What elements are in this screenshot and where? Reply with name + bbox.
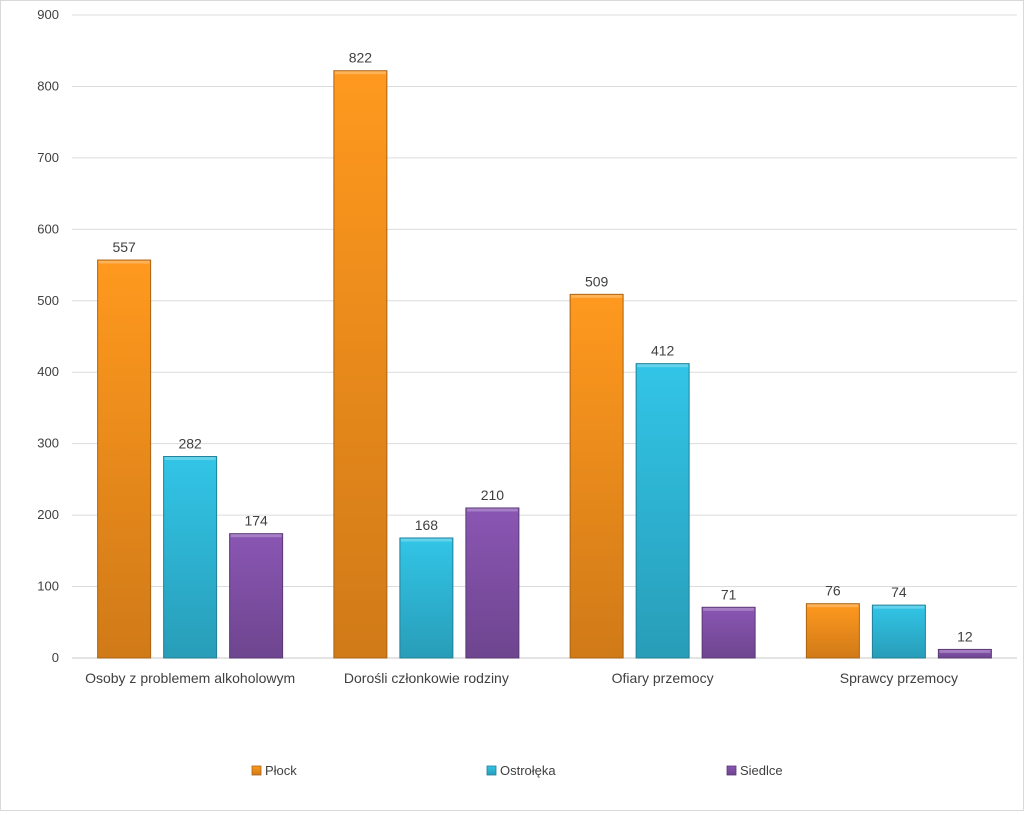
legend-label: Siedlce [740,763,783,778]
data-label: 174 [244,513,268,529]
y-tick-label: 100 [37,579,59,594]
bar [163,456,218,659]
data-label: 282 [178,436,202,452]
y-tick-label: 500 [37,293,59,308]
data-label: 412 [651,343,675,359]
legend-label: Ostrołęka [500,763,556,778]
category-label: Sprawcy przemocy [840,670,958,686]
y-tick-label: 400 [37,364,59,379]
bars [97,70,992,659]
bar-highlight [164,457,216,461]
y-tick-label: 300 [37,436,59,451]
bar-highlight [230,534,282,538]
data-label: 509 [585,273,609,289]
bar-highlight [703,607,755,611]
category-label: Osoby z problemem alkoholowym [85,670,295,686]
bar-highlight [873,605,925,609]
y-tick-label: 900 [37,7,59,22]
legend: Płock Ostrołęka Siedlce [251,763,783,778]
data-label: 71 [721,586,737,602]
bar [333,70,388,659]
y-tick-label: 0 [52,650,59,665]
y-tick-label: 600 [37,221,59,236]
bar-highlight [400,538,452,542]
data-label: 168 [415,517,439,533]
y-axis: 0 100 200 300 400 500 600 700 800 900 [37,7,59,665]
legend-swatch [251,765,262,776]
bar-highlight [466,508,518,512]
bar [701,606,756,659]
bar [937,648,992,659]
data-label: 210 [481,487,505,503]
bar-highlight [334,71,386,75]
data-label: 822 [349,50,373,66]
bar [635,363,690,659]
bar [399,537,454,659]
bar [805,603,860,659]
bar-highlight [807,604,859,608]
category-label: Ofiary przemocy [612,670,714,686]
bar-highlight [637,364,689,368]
x-axis: Osoby z problemem alkoholowym Dorośli czł… [85,670,958,686]
bar [229,533,284,659]
category-label: Dorośli członkowie rodziny [344,670,509,686]
data-labels: 557 282 174 822 168 210 509 412 71 76 74 12 [112,50,972,645]
legend-swatch [486,765,497,776]
bar-highlight [571,294,623,298]
bar [871,604,926,659]
bar-highlight [98,260,150,264]
legend-label: Płock [265,763,297,778]
y-tick-label: 700 [37,150,59,165]
y-tick-label: 200 [37,507,59,522]
bar [569,293,624,659]
data-label: 76 [825,583,841,599]
bar-highlight [939,649,991,653]
bar [97,259,152,659]
legend-swatch [726,765,737,776]
data-label: 74 [891,584,907,600]
y-tick-label: 800 [37,78,59,93]
data-label: 557 [112,239,136,255]
bar [465,507,520,659]
data-label: 12 [957,628,973,644]
